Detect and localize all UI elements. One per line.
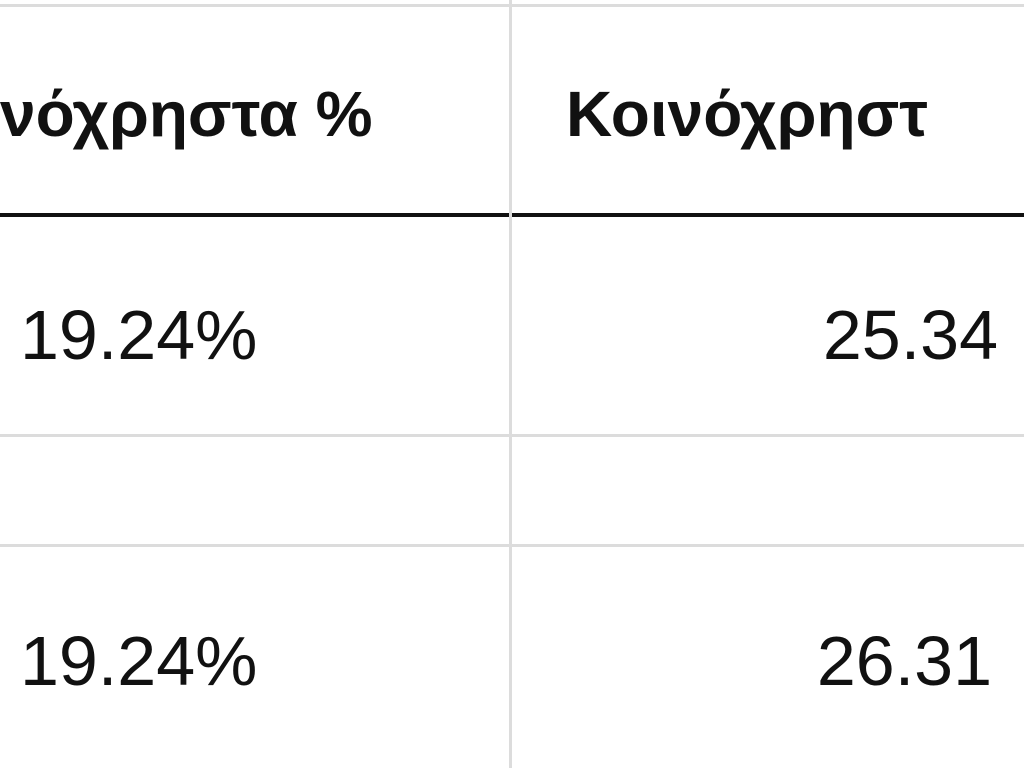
cell[interactable]: 19.24% [20,622,258,700]
cell[interactable]: 26.31 [816,622,992,700]
row-border [0,434,1024,437]
cell[interactable]: 25.34 [822,296,998,374]
header-cell[interactable]: νόχρηστα % [0,78,373,150]
header-cell[interactable]: Κοινόχρηστ [566,78,928,150]
header-border [0,213,1024,217]
cell[interactable]: 19.24% [20,296,258,374]
row-border [0,4,1024,7]
column-border [509,0,512,768]
row-border [0,544,1024,547]
